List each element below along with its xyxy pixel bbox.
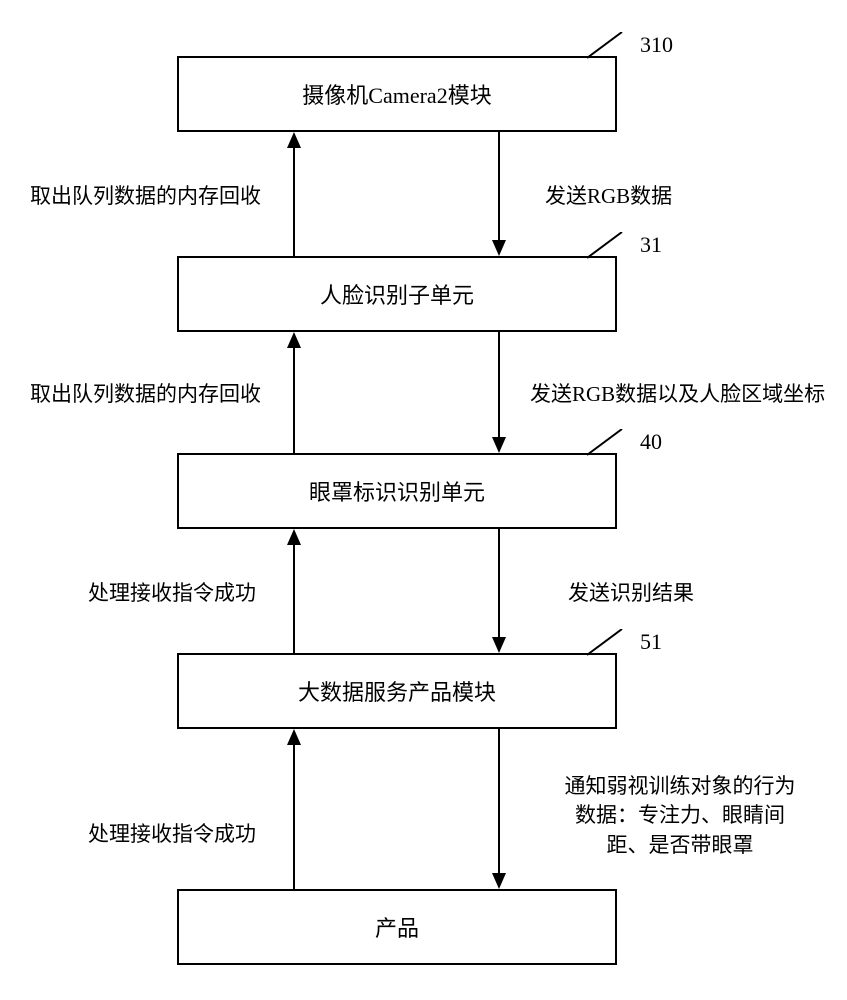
node-product: 产品 xyxy=(177,889,617,965)
arrow-up-line-2 xyxy=(293,346,295,453)
node-label: 人脸识别子单元 xyxy=(320,278,474,310)
arrow-up-head-4 xyxy=(287,729,301,745)
node-camera-module: 摄像机Camera2模块 xyxy=(177,56,617,132)
arrow-down-line-4 xyxy=(498,729,500,875)
edge-left-label-2: 取出队列数据的内存回收 xyxy=(30,380,261,409)
arrow-up-line-3 xyxy=(293,543,295,653)
arrow-down-head-3 xyxy=(492,637,506,653)
arrow-down-line-3 xyxy=(498,529,500,639)
callout-text-3: 40 xyxy=(640,429,662,455)
arrow-up-line-1 xyxy=(293,146,295,256)
arrow-up-head-3 xyxy=(287,529,301,545)
callout-line-3 xyxy=(587,429,647,457)
callout-line-4 xyxy=(587,629,647,657)
arrow-down-line-2 xyxy=(498,332,500,439)
callout-text-4: 51 xyxy=(640,629,662,655)
edge-left-label-3: 处理接收指令成功 xyxy=(88,579,256,608)
arrow-down-head-1 xyxy=(492,240,506,256)
arrow-up-head-1 xyxy=(287,132,301,148)
arrow-up-line-4 xyxy=(293,743,295,889)
edge-right-label-3: 发送识别结果 xyxy=(568,579,694,608)
node-label: 大数据服务产品模块 xyxy=(298,675,496,707)
callout-text-1: 310 xyxy=(640,32,673,58)
callout-line-1 xyxy=(587,32,647,60)
node-face-recognition: 人脸识别子单元 xyxy=(177,256,617,332)
callout-line-2 xyxy=(587,232,647,260)
node-label: 眼罩标识识别单元 xyxy=(309,475,485,507)
node-label: 产品 xyxy=(375,911,419,943)
node-label: 摄像机Camera2模块 xyxy=(302,78,491,110)
arrow-down-head-2 xyxy=(492,437,506,453)
arrow-down-head-4 xyxy=(492,873,506,889)
node-mask-recognition: 眼罩标识识别单元 xyxy=(177,453,617,529)
arrow-up-head-2 xyxy=(287,332,301,348)
edge-left-label-1: 取出队列数据的内存回收 xyxy=(30,182,261,211)
arrow-down-line-1 xyxy=(498,132,500,242)
edge-left-label-4: 处理接收指令成功 xyxy=(88,820,256,849)
edge-right-label-4: 通知弱视训练对象的行为 数据：专注力、眼睛间 距、是否带眼罩 xyxy=(540,772,820,860)
node-big-data-service: 大数据服务产品模块 xyxy=(177,653,617,729)
edge-right-label-2: 发送RGB数据以及人脸区域坐标 xyxy=(530,380,825,409)
callout-text-2: 31 xyxy=(640,232,662,258)
edge-right-label-1: 发送RGB数据 xyxy=(545,182,672,211)
